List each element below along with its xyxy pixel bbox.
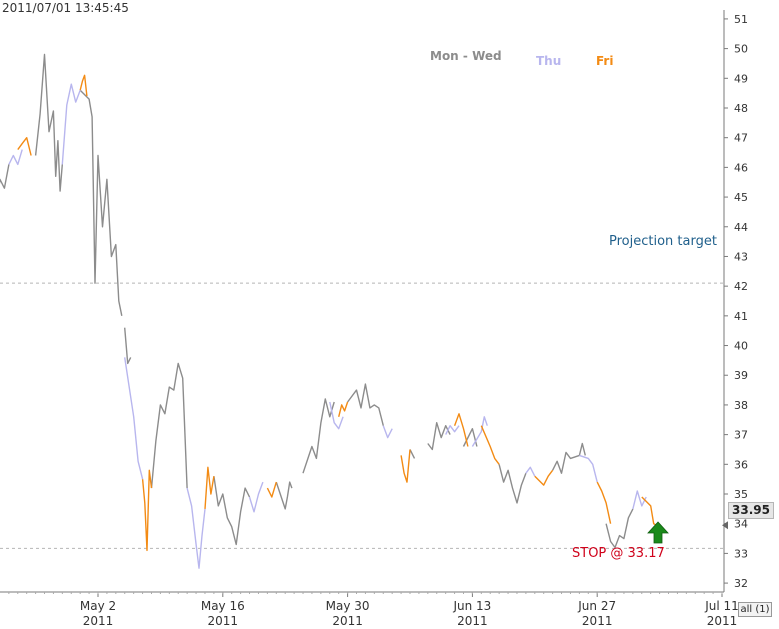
timestamp: 2011/07/01 13:45:45 bbox=[2, 1, 129, 15]
x-tick-year: 2011 bbox=[83, 614, 114, 628]
series-segment bbox=[641, 496, 657, 526]
series-segment bbox=[596, 481, 612, 524]
y-tick-label: 38 bbox=[734, 399, 748, 412]
series-thu bbox=[8, 83, 647, 569]
y-tick-label: 48 bbox=[734, 102, 748, 115]
series-segment bbox=[17, 136, 32, 156]
series-segment bbox=[141, 469, 153, 552]
series-segment bbox=[525, 466, 536, 477]
x-tick-year: 2011 bbox=[208, 614, 239, 628]
reference-lines bbox=[0, 282, 724, 549]
y-tick-label: 50 bbox=[734, 43, 748, 56]
y-tick-label: 39 bbox=[734, 369, 748, 382]
series-segment bbox=[0, 164, 10, 189]
y-tick-label: 51 bbox=[734, 13, 748, 26]
legend: Mon - Wed Thu Fri bbox=[430, 49, 613, 68]
y-tick-label: 32 bbox=[734, 577, 748, 590]
series-segment bbox=[338, 401, 349, 417]
y-tick-label: 47 bbox=[734, 132, 748, 145]
all-button[interactable]: all (1) bbox=[738, 602, 772, 617]
current-price-label: 33.95 bbox=[728, 502, 774, 519]
series-segment bbox=[248, 481, 264, 513]
y-tick-label: 46 bbox=[734, 161, 748, 174]
series-layer bbox=[0, 53, 657, 569]
x-tick-label: May 16 bbox=[201, 599, 245, 613]
x-tick-label: May 30 bbox=[326, 599, 370, 613]
up-arrow-icon bbox=[647, 521, 669, 544]
series-segment bbox=[445, 425, 460, 435]
series-segment bbox=[579, 454, 598, 483]
series-segment bbox=[79, 74, 88, 97]
y-tick-label: 40 bbox=[734, 340, 748, 353]
series-segment bbox=[551, 442, 586, 474]
x-tick-label: Jul 11 bbox=[704, 599, 739, 613]
series-segment bbox=[8, 149, 23, 166]
x-tick-label: Jun 13 bbox=[452, 599, 491, 613]
x-tick-year: 2011 bbox=[582, 614, 613, 628]
series-segment bbox=[150, 362, 188, 489]
series-segment bbox=[471, 416, 488, 447]
series-segment bbox=[382, 425, 393, 439]
series-segment bbox=[34, 53, 63, 192]
series-segment bbox=[302, 398, 335, 474]
series-segment bbox=[347, 383, 384, 426]
series-segment bbox=[632, 490, 647, 510]
series-segment bbox=[79, 89, 123, 316]
series-segment bbox=[498, 464, 527, 504]
legend-fri: Fri bbox=[596, 54, 613, 68]
series-mon-wed bbox=[0, 53, 634, 549]
x-tick-label: May 2 bbox=[80, 599, 116, 613]
x-tick-year: 2011 bbox=[332, 614, 363, 628]
series-segment bbox=[427, 422, 451, 451]
y-tick-label: 43 bbox=[734, 250, 748, 263]
series-segment bbox=[213, 476, 251, 546]
series-segment bbox=[329, 401, 344, 430]
y-tick-label: 36 bbox=[734, 458, 748, 471]
stop-label: STOP @ 33.17 bbox=[572, 546, 665, 561]
plot-border bbox=[0, 10, 725, 593]
series-segment bbox=[124, 357, 144, 480]
y-tick-label: 49 bbox=[734, 72, 748, 85]
y-tick-label: 45 bbox=[734, 191, 748, 204]
x-tick-year: 2011 bbox=[707, 614, 738, 628]
series-segment bbox=[480, 425, 500, 465]
series-segment bbox=[266, 481, 277, 498]
series-segment bbox=[186, 487, 206, 569]
series-segment bbox=[275, 481, 293, 510]
x-tick-label: Jun 27 bbox=[577, 599, 616, 613]
current-price-pointer bbox=[722, 521, 728, 530]
series-fri bbox=[17, 74, 657, 552]
series-segment bbox=[534, 469, 554, 486]
series-segment bbox=[204, 466, 215, 509]
series-segment bbox=[124, 327, 132, 365]
series-segment bbox=[453, 413, 469, 447]
y-tick-label: 34 bbox=[734, 518, 748, 531]
series-segment bbox=[605, 508, 634, 549]
y-tick-label: 37 bbox=[734, 429, 748, 442]
legend-mon-wed: Mon - Wed bbox=[430, 49, 502, 63]
y-tick-label: 33 bbox=[734, 547, 748, 560]
y-axis: 32 33 34 35 36 37 38 39 40 41 42 43 44 45 46 47 48 49 50 51 bbox=[724, 13, 748, 590]
y-tick-label: 42 bbox=[734, 280, 748, 293]
legend-thu: Thu bbox=[536, 54, 561, 68]
series-segment bbox=[409, 449, 416, 459]
series-segment bbox=[61, 83, 81, 165]
y-tick-label: 35 bbox=[734, 488, 748, 501]
x-tick-year: 2011 bbox=[457, 614, 488, 628]
y-tick-label: 41 bbox=[734, 310, 748, 323]
projection-target-label: Projection target bbox=[609, 234, 717, 249]
y-tick-label: 44 bbox=[734, 221, 748, 234]
series-segment bbox=[400, 449, 411, 483]
